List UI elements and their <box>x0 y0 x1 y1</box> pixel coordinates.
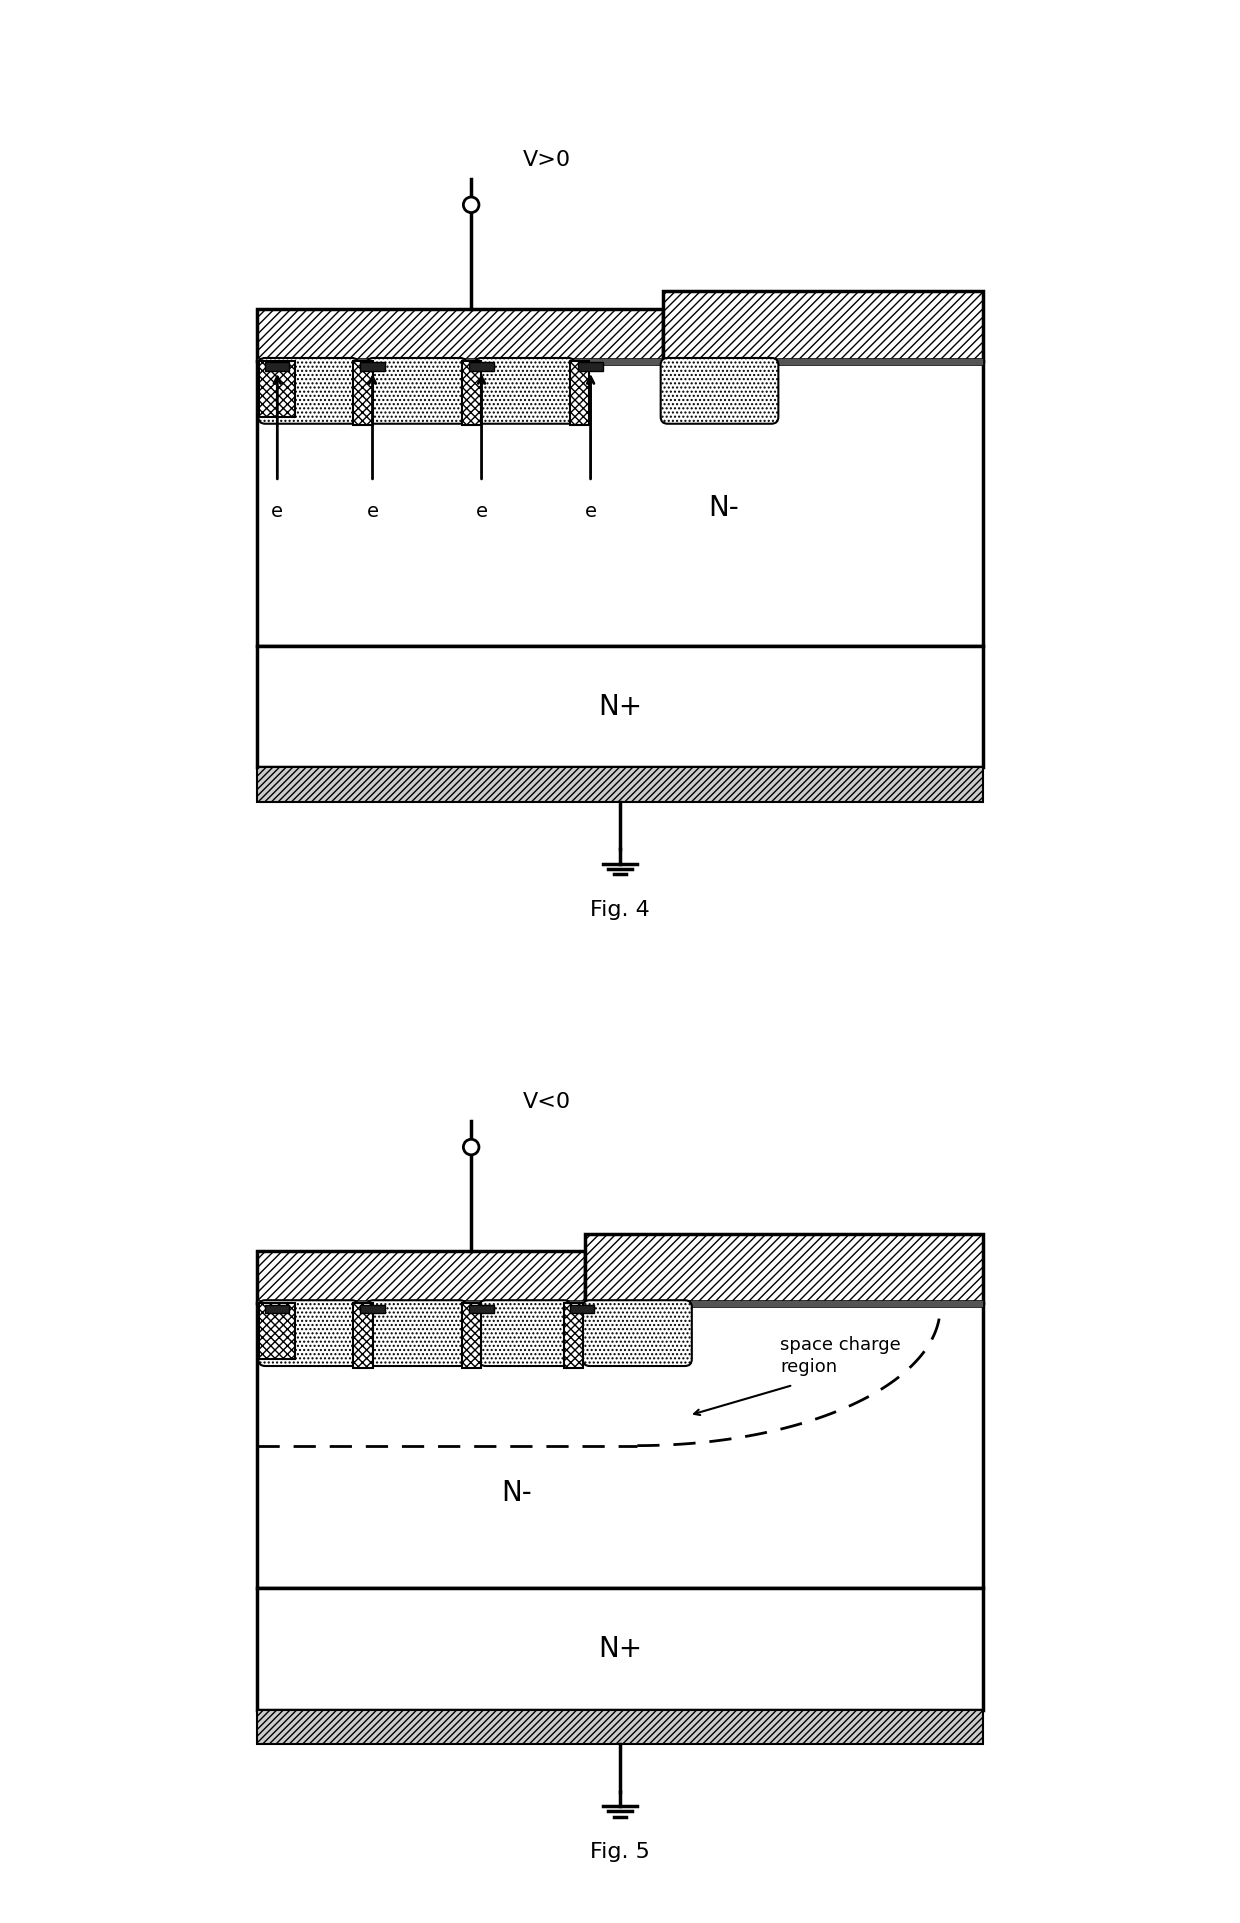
Text: e: e <box>367 502 378 521</box>
Bar <box>257 1300 983 1308</box>
Bar <box>361 362 384 371</box>
Bar <box>361 1304 384 1313</box>
Bar <box>265 1304 289 1313</box>
Bar <box>257 308 663 360</box>
Bar <box>257 358 983 365</box>
Bar <box>579 362 603 371</box>
Bar <box>470 362 494 371</box>
Bar <box>265 362 289 371</box>
Circle shape <box>464 196 479 213</box>
Text: N+: N+ <box>598 692 642 721</box>
Bar <box>259 360 295 417</box>
Bar <box>257 1304 983 1588</box>
Text: p: p <box>715 377 723 390</box>
Text: p: p <box>413 377 420 390</box>
Bar <box>257 1588 983 1710</box>
Bar <box>257 360 983 646</box>
Text: V>0: V>0 <box>523 150 572 169</box>
Text: p: p <box>305 1319 312 1333</box>
Bar <box>564 1304 583 1367</box>
FancyBboxPatch shape <box>479 1300 570 1365</box>
Bar <box>461 1304 481 1367</box>
FancyBboxPatch shape <box>258 1300 358 1365</box>
Bar <box>470 1304 494 1313</box>
Bar <box>461 360 481 425</box>
Bar <box>257 1250 585 1304</box>
FancyBboxPatch shape <box>258 358 358 423</box>
Text: Fig. 4: Fig. 4 <box>590 900 650 919</box>
FancyBboxPatch shape <box>661 358 779 423</box>
Text: e: e <box>584 502 596 521</box>
Bar <box>259 1304 295 1360</box>
Text: p: p <box>634 1319 641 1333</box>
FancyBboxPatch shape <box>367 358 466 423</box>
Bar <box>663 290 983 360</box>
Bar <box>570 1304 594 1313</box>
Text: N-: N- <box>501 1479 532 1508</box>
Circle shape <box>464 1138 479 1156</box>
Bar <box>257 646 983 767</box>
Text: space charge
region: space charge region <box>780 1336 900 1377</box>
Bar <box>257 767 983 802</box>
Text: V<0: V<0 <box>523 1092 572 1111</box>
Text: e: e <box>272 502 283 521</box>
Text: N-: N- <box>708 494 739 521</box>
Bar <box>353 1304 372 1367</box>
Text: p: p <box>521 377 528 390</box>
Text: N+: N+ <box>598 1635 642 1663</box>
Text: p: p <box>521 1319 528 1333</box>
FancyBboxPatch shape <box>367 1300 466 1365</box>
FancyBboxPatch shape <box>475 358 575 423</box>
FancyBboxPatch shape <box>583 1300 692 1365</box>
Bar <box>585 1235 983 1304</box>
Bar <box>570 360 589 425</box>
Text: p: p <box>305 377 312 390</box>
Bar <box>257 1710 983 1744</box>
Text: e: e <box>476 502 487 521</box>
Text: p: p <box>413 1319 420 1333</box>
Bar <box>353 360 372 425</box>
Text: Fig. 5: Fig. 5 <box>590 1842 650 1861</box>
